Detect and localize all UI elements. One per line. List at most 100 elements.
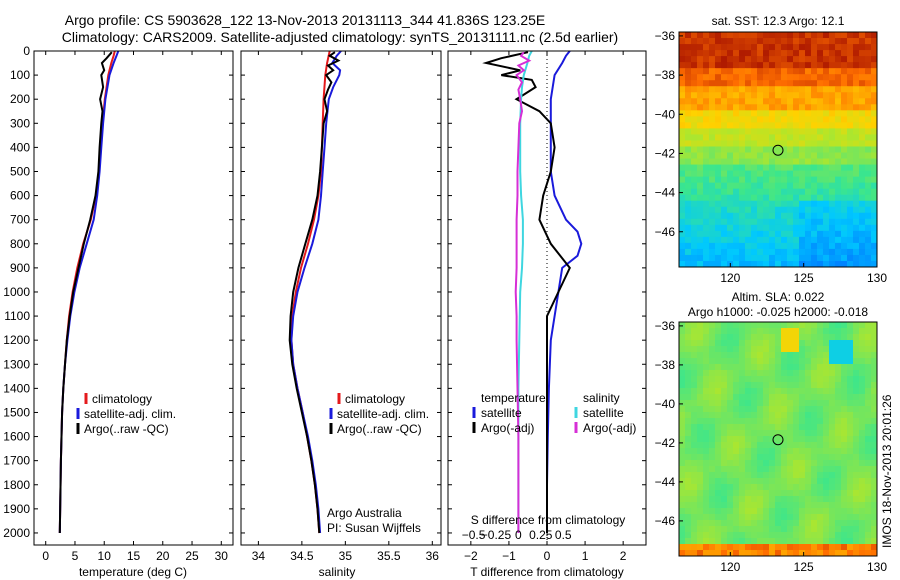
map-cell <box>829 454 836 461</box>
map-cell <box>739 358 746 365</box>
map-cell <box>733 152 740 159</box>
map-cell <box>871 430 878 437</box>
map-cell <box>679 550 686 557</box>
map-cell <box>871 388 878 395</box>
map-cell <box>775 32 782 39</box>
map-cell <box>703 32 710 39</box>
map-cell <box>823 478 830 485</box>
map-cell <box>721 382 728 389</box>
y-tick-label: 1600 <box>3 430 30 444</box>
map-cell <box>721 158 728 165</box>
map-cell <box>799 218 806 226</box>
map-cell <box>829 334 836 341</box>
map-cell <box>823 526 830 533</box>
map-cell <box>835 146 842 153</box>
map-cell <box>835 200 842 208</box>
map-cell <box>745 550 752 557</box>
sst-map-ticks: 120 125 130−36−38−40−42−44−46 <box>655 29 888 285</box>
map-cell <box>841 424 848 431</box>
map-cell <box>763 182 770 190</box>
map-cell <box>703 370 710 377</box>
map-cell <box>841 218 848 226</box>
map-cell <box>823 200 830 208</box>
y-tick-label: 300 <box>10 116 30 130</box>
map-cell <box>835 56 842 63</box>
map-cell <box>865 544 872 551</box>
map-cell <box>829 164 836 171</box>
map-cell <box>775 376 782 383</box>
map-cell <box>757 340 764 347</box>
map-cell <box>805 68 812 75</box>
map-cell <box>853 182 860 190</box>
map-cell <box>703 188 710 196</box>
map-cell <box>847 358 854 365</box>
map-cell <box>823 74 830 81</box>
map-cell <box>769 230 776 238</box>
map-cell <box>697 236 704 244</box>
map-cell <box>757 236 764 244</box>
map-cell <box>697 508 704 515</box>
map-cell <box>853 538 860 545</box>
map-cell <box>787 532 794 539</box>
map-cell <box>853 388 860 395</box>
map-cell <box>811 526 818 533</box>
map-cell <box>703 382 710 389</box>
map-cell <box>745 68 752 75</box>
map-cell <box>775 340 782 347</box>
map-cell <box>787 140 794 147</box>
map-cell <box>769 122 776 129</box>
map-cell <box>841 430 848 437</box>
map-cell <box>703 448 710 455</box>
map-cell <box>781 128 788 135</box>
map-cell <box>847 128 854 135</box>
map-cell <box>799 532 806 539</box>
map-cell <box>715 170 722 178</box>
x-tick-label: 34 <box>252 549 266 563</box>
map-cell <box>745 236 752 244</box>
map-cell <box>763 394 770 401</box>
map-cell <box>841 526 848 533</box>
map-cell <box>823 248 830 256</box>
map-cell <box>697 182 704 190</box>
map-cell <box>787 224 794 232</box>
map-cell <box>763 62 770 69</box>
map-cell <box>781 520 788 527</box>
map-cell <box>745 218 752 226</box>
map-cell <box>859 92 866 99</box>
map-cell <box>757 424 764 431</box>
map-cell <box>793 122 800 129</box>
map-cell <box>769 236 776 244</box>
map-cell <box>841 370 848 377</box>
map-cell <box>763 206 770 214</box>
map-cell <box>685 508 692 515</box>
sst-map-frame <box>678 31 878 268</box>
map-cell <box>727 236 734 244</box>
map-cell <box>733 496 740 503</box>
map-cell <box>835 134 842 141</box>
map-cell <box>703 526 710 533</box>
map-cell <box>853 394 860 401</box>
legend-label-climatology: climatology <box>345 392 405 406</box>
map-cell <box>679 376 686 383</box>
map-cell <box>691 152 698 159</box>
map-cell <box>823 152 830 159</box>
y-tick-label: −46 <box>655 225 676 239</box>
map-cell <box>835 104 842 111</box>
map-cell <box>727 442 734 449</box>
map-cell <box>793 406 800 413</box>
map-cell <box>835 176 842 184</box>
map-cell <box>763 140 770 147</box>
map-cell <box>775 128 782 135</box>
map-cell <box>841 200 848 208</box>
map-cell <box>799 340 806 347</box>
map-cell <box>811 478 818 485</box>
map-cell <box>745 418 752 425</box>
map-cell <box>715 236 722 244</box>
map-cell <box>829 182 836 190</box>
map-cell <box>859 110 866 117</box>
map-cell <box>769 224 776 232</box>
y-tick-label: 400 <box>10 140 30 154</box>
map-cell <box>709 502 716 509</box>
map-cell <box>697 218 704 226</box>
map-cell <box>829 346 836 353</box>
